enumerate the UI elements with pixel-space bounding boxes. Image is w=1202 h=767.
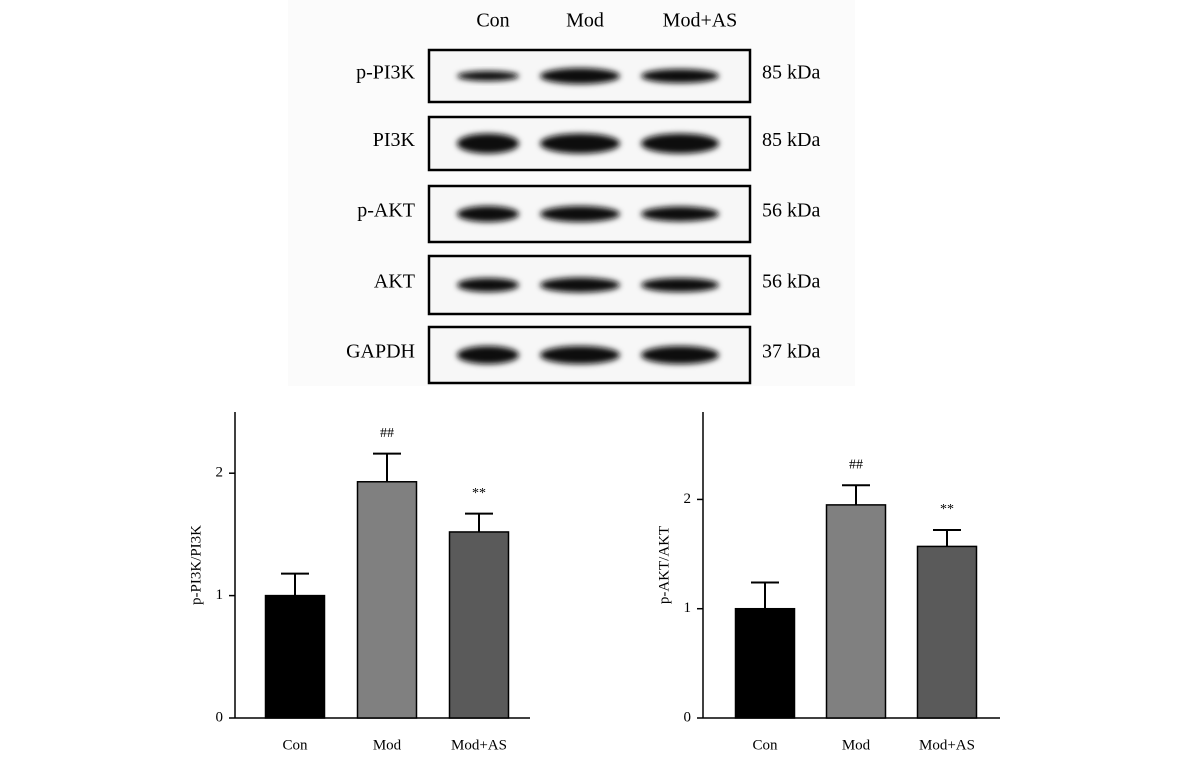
y-tick-label: 1 [216,587,224,603]
bar [825,504,887,719]
y-tick-label: 1 [684,600,692,616]
band [641,206,719,222]
y-axis-title: p-PI3K/PI3K [188,525,204,605]
band [457,71,519,81]
band [540,68,620,84]
band [540,346,620,364]
bar [734,607,796,719]
size-label: 37 kDa [762,341,820,363]
bar [264,594,326,719]
y-tick-label: 0 [216,709,224,725]
size-label: 85 kDa [762,129,820,151]
y-tick-label: 0 [684,709,692,725]
bar [916,545,978,719]
size-label: 85 kDa [762,62,820,84]
band [641,346,719,364]
row-label: AKT [374,271,415,293]
lane-label: Mod+AS [663,10,738,32]
lane-label: Con [476,10,509,32]
row-label: p-AKT [357,200,415,222]
band [641,278,719,292]
size-label: 56 kDa [762,271,820,293]
x-tick-label: Mod+AS [919,737,975,753]
bar [448,531,510,719]
bar [356,481,418,719]
x-tick-label: Con [282,737,308,753]
lane-label: Mod [566,10,604,32]
band [540,133,620,154]
y-axis-title: p-AKT/AKT [656,526,672,604]
significance-label: ## [849,457,863,472]
y-tick-label: 2 [684,491,692,507]
row-label: p-PI3K [356,62,415,84]
band [457,278,519,292]
x-tick-label: Con [752,737,778,753]
x-tick-label: Mod [842,737,871,753]
row-label: PI3K [373,129,416,151]
x-tick-label: Mod+AS [451,737,507,753]
x-tick-label: Mod [373,737,402,753]
band [540,206,620,222]
significance-label: ** [472,486,486,501]
band [641,69,719,83]
band [540,277,620,293]
significance-label: ## [380,426,394,441]
row-label: GAPDH [346,341,415,363]
band [457,133,519,154]
band [457,346,519,364]
band [641,133,719,154]
band [457,206,519,222]
significance-label: ** [940,502,954,517]
size-label: 56 kDa [762,200,820,222]
y-tick-label: 2 [216,465,224,481]
